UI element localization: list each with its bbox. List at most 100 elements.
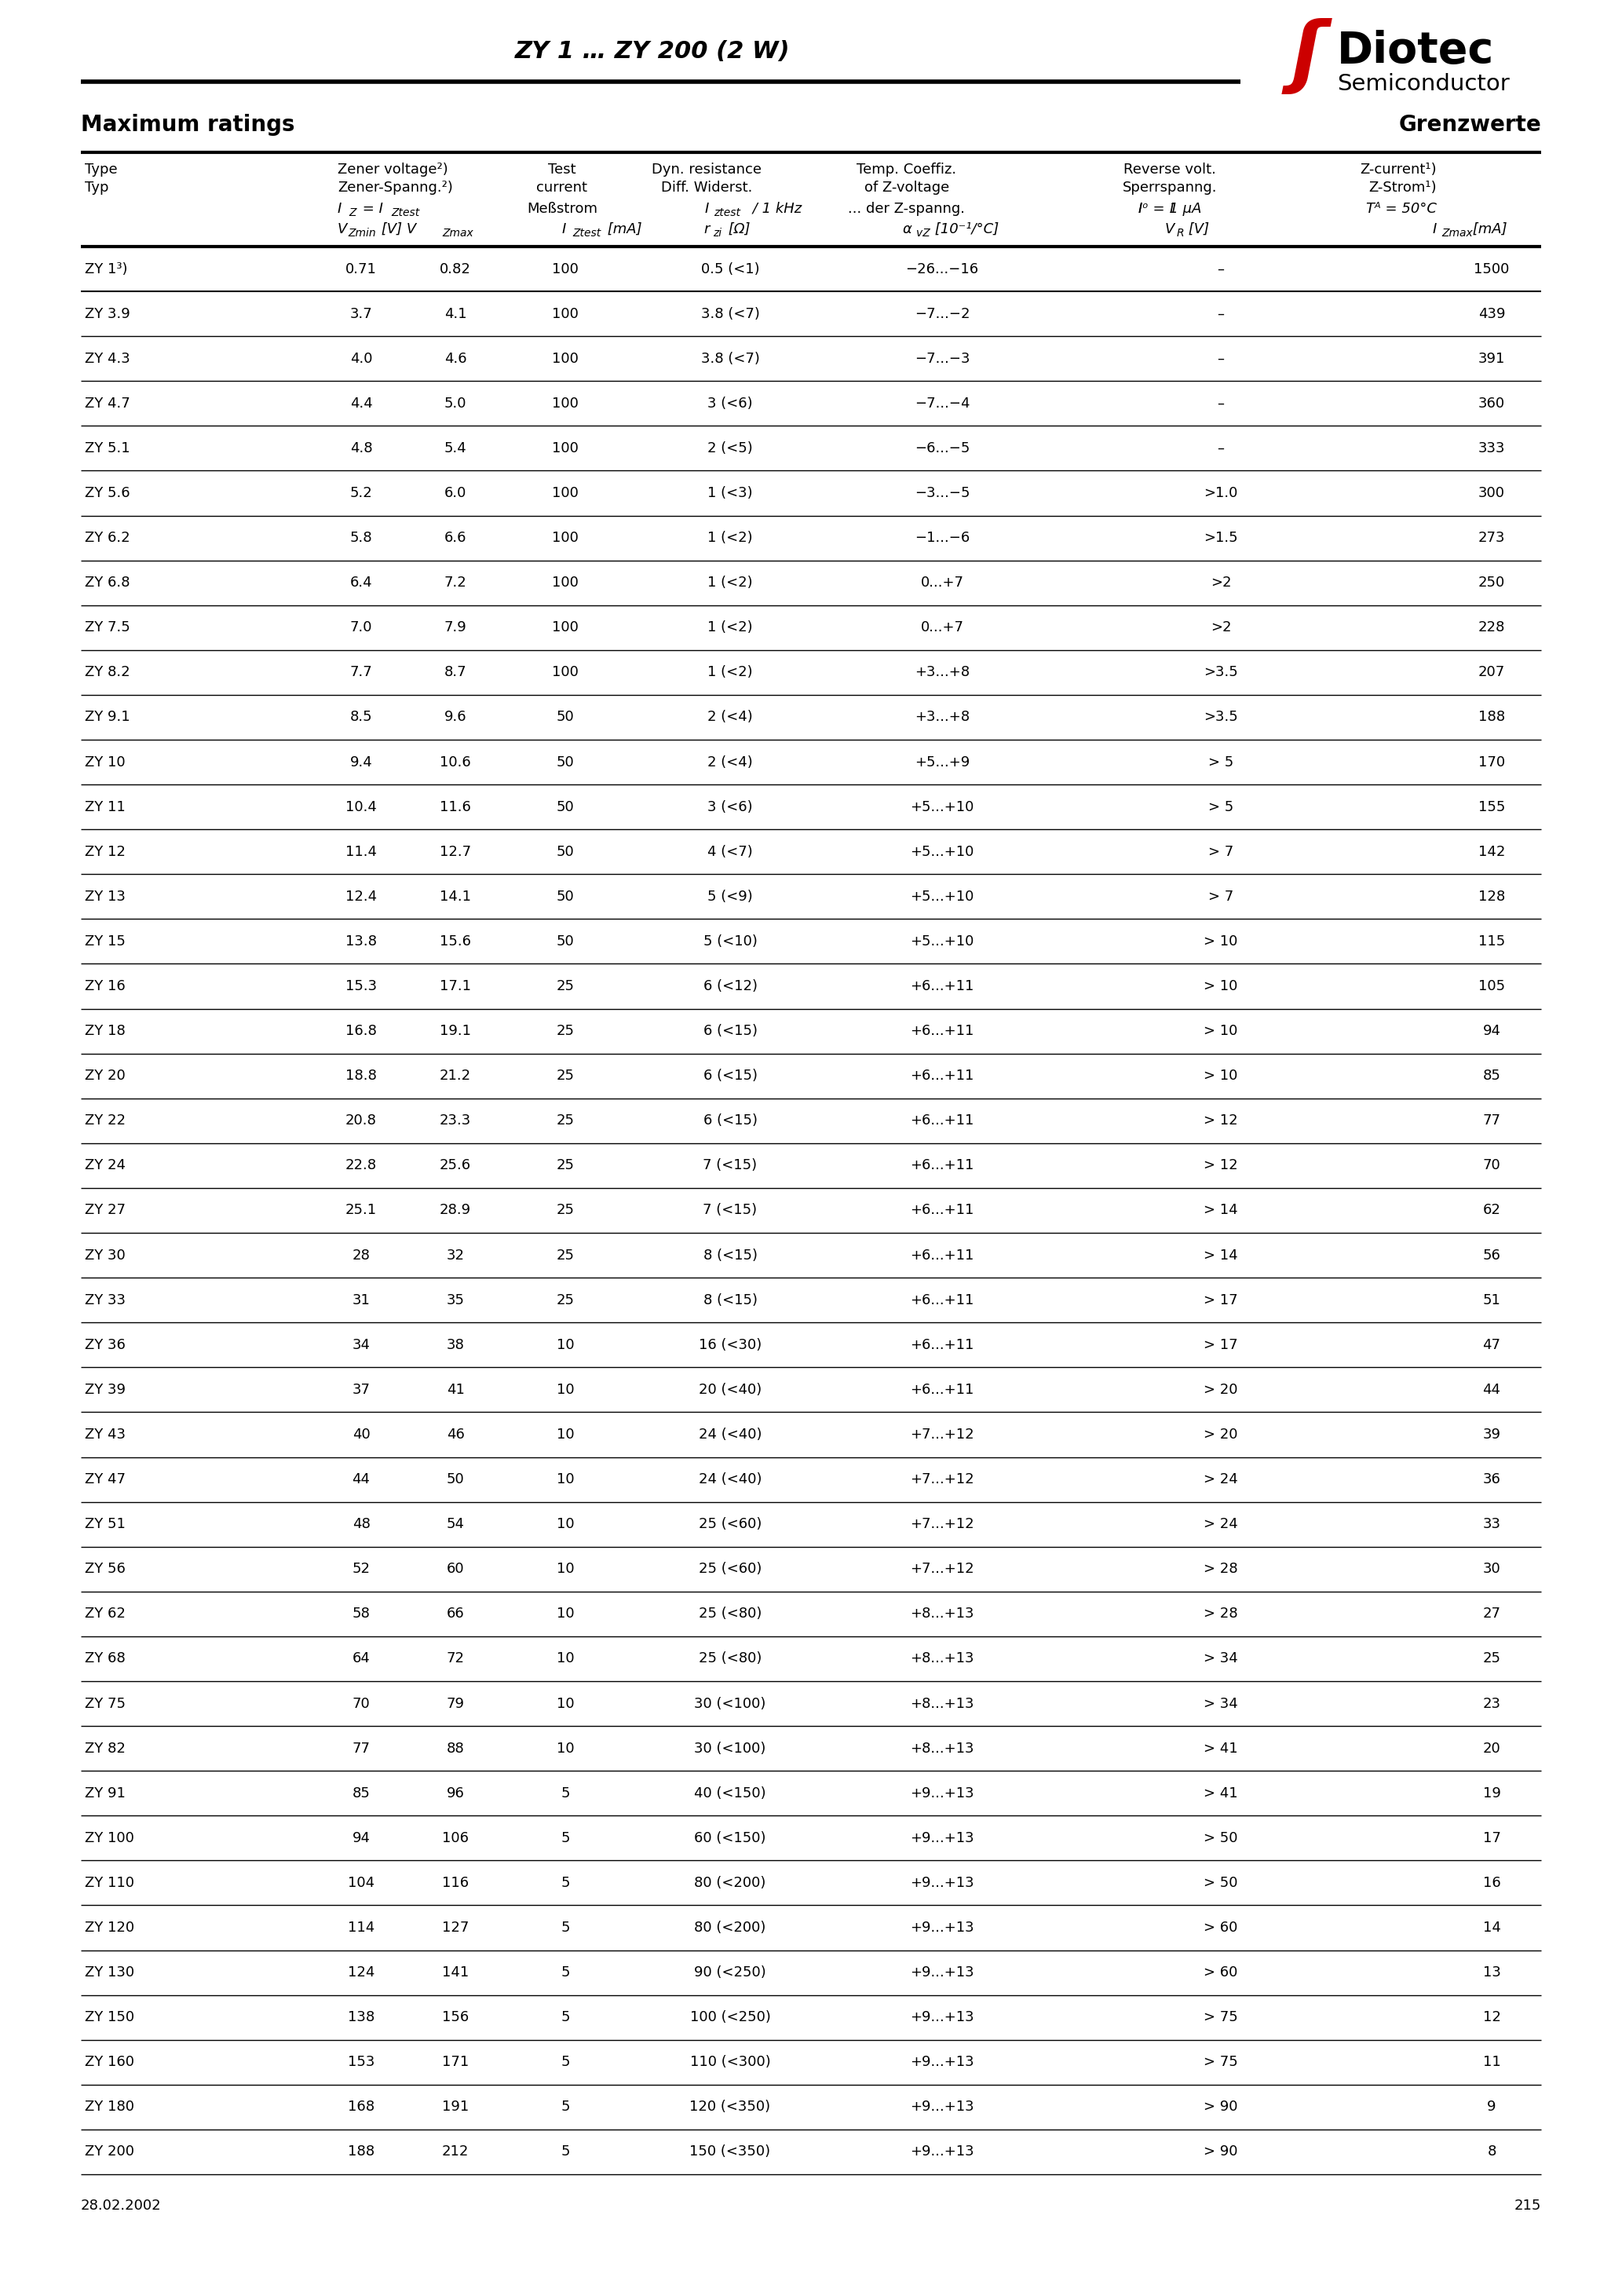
- Text: > 5: > 5: [1208, 755, 1233, 769]
- Text: 40: 40: [352, 1428, 370, 1442]
- Text: 27: 27: [1483, 1607, 1500, 1621]
- Text: 90 (<250): 90 (<250): [694, 1965, 766, 1979]
- Text: Maximum ratings: Maximum ratings: [81, 115, 295, 135]
- Text: 155: 155: [1478, 799, 1505, 815]
- Text: +6...+11: +6...+11: [910, 1382, 975, 1396]
- Text: 77: 77: [352, 1740, 370, 1756]
- Text: Ztest: Ztest: [391, 207, 420, 218]
- Text: 12: 12: [1483, 2011, 1500, 2025]
- Text: 116: 116: [441, 1876, 469, 1890]
- Text: 10: 10: [556, 1382, 574, 1396]
- Text: 5: 5: [561, 1830, 569, 1846]
- Text: 20 (<40): 20 (<40): [699, 1382, 762, 1396]
- Text: 10.4: 10.4: [345, 799, 376, 815]
- Text: 47: 47: [1483, 1339, 1500, 1352]
- Text: 80 (<200): 80 (<200): [694, 1876, 766, 1890]
- Text: +5...+10: +5...+10: [910, 845, 975, 859]
- Text: > 24: > 24: [1204, 1472, 1238, 1486]
- Text: 5: 5: [561, 2101, 569, 2115]
- Text: >3.5: >3.5: [1204, 666, 1238, 680]
- Text: 273: 273: [1478, 530, 1505, 544]
- Text: 33: 33: [1483, 1518, 1500, 1531]
- Text: 212: 212: [441, 2144, 469, 2158]
- Text: > 28: > 28: [1204, 1607, 1238, 1621]
- Text: 23.3: 23.3: [440, 1114, 470, 1127]
- Text: ZY 16: ZY 16: [84, 978, 125, 994]
- Text: 142: 142: [1478, 845, 1505, 859]
- Text: Z-current¹): Z-current¹): [1361, 163, 1437, 177]
- Text: 6 (<12): 6 (<12): [702, 978, 757, 994]
- Text: +7...+12: +7...+12: [910, 1518, 975, 1531]
- Text: 1500: 1500: [1474, 262, 1510, 276]
- Text: 171: 171: [441, 2055, 469, 2069]
- Text: 141: 141: [441, 1965, 469, 1979]
- Text: –: –: [1216, 441, 1225, 455]
- Text: +7...+12: +7...+12: [910, 1561, 975, 1575]
- Text: −7...−4: −7...−4: [915, 397, 970, 411]
- Text: 5: 5: [561, 1965, 569, 1979]
- Text: ZY 6.2: ZY 6.2: [84, 530, 130, 544]
- Text: 10: 10: [556, 1651, 574, 1667]
- Text: 100: 100: [551, 530, 579, 544]
- Text: 100: 100: [551, 666, 579, 680]
- Text: 100: 100: [551, 576, 579, 590]
- Text: 156: 156: [441, 2011, 469, 2025]
- Text: 25 (<60): 25 (<60): [699, 1561, 762, 1575]
- Text: 4.1: 4.1: [444, 308, 467, 321]
- Text: +7...+12: +7...+12: [910, 1472, 975, 1486]
- Text: 50: 50: [446, 1472, 464, 1486]
- Text: 23: 23: [1483, 1697, 1500, 1711]
- Text: ZY 36: ZY 36: [84, 1339, 125, 1352]
- Text: 80 (<200): 80 (<200): [694, 1922, 766, 1936]
- Text: ZY 200: ZY 200: [84, 2144, 135, 2158]
- Text: 32: 32: [446, 1249, 464, 1263]
- Text: 170: 170: [1478, 755, 1505, 769]
- Text: Z: Z: [349, 207, 357, 218]
- Text: / 1 kHz: / 1 kHz: [748, 202, 801, 216]
- Text: 48: 48: [352, 1518, 370, 1531]
- Text: 37: 37: [352, 1382, 370, 1396]
- Text: 14: 14: [1483, 1922, 1500, 1936]
- Text: 100: 100: [551, 487, 579, 501]
- Text: 38: 38: [446, 1339, 464, 1352]
- Text: 0.5 (<1): 0.5 (<1): [701, 262, 759, 276]
- Text: 54: 54: [446, 1518, 464, 1531]
- Text: Reverse volt.: Reverse volt.: [1124, 163, 1216, 177]
- Text: –: –: [1216, 351, 1225, 365]
- Text: Iᵒ = 1 μA: Iᵒ = 1 μA: [1139, 202, 1202, 216]
- Text: 79: 79: [446, 1697, 464, 1711]
- Text: ZY 7.5: ZY 7.5: [84, 620, 130, 634]
- Text: I: I: [704, 202, 709, 216]
- Text: Diotec: Diotec: [1337, 30, 1494, 71]
- Text: +3...+8: +3...+8: [915, 666, 970, 680]
- Text: 7.9: 7.9: [444, 620, 467, 634]
- Text: 3 (<6): 3 (<6): [707, 799, 753, 815]
- Text: +9...+13: +9...+13: [910, 2144, 975, 2158]
- Text: 7.2: 7.2: [444, 576, 467, 590]
- Text: zi: zi: [712, 227, 722, 239]
- Text: 44: 44: [1483, 1382, 1500, 1396]
- Text: 20: 20: [1483, 1740, 1500, 1756]
- Text: 94: 94: [352, 1830, 370, 1846]
- Text: 4 (<7): 4 (<7): [707, 845, 753, 859]
- Text: +6...+11: +6...+11: [910, 978, 975, 994]
- Text: 5: 5: [561, 2055, 569, 2069]
- Text: −7...−3: −7...−3: [915, 351, 970, 365]
- Text: I: I: [1139, 202, 1142, 216]
- Text: 9.4: 9.4: [350, 755, 373, 769]
- Text: 110 (<300): 110 (<300): [689, 2055, 770, 2069]
- Text: 60 (<150): 60 (<150): [694, 1830, 766, 1846]
- Text: [V]: [V]: [1184, 223, 1208, 236]
- Text: –: –: [1216, 262, 1225, 276]
- Text: > 17: > 17: [1204, 1293, 1238, 1306]
- Text: +9...+13: +9...+13: [910, 2101, 975, 2115]
- Text: 13: 13: [1483, 1965, 1500, 1979]
- Text: 100: 100: [551, 397, 579, 411]
- Text: Temp. Coeffiz.: Temp. Coeffiz.: [856, 163, 957, 177]
- Text: > 7: > 7: [1208, 889, 1233, 905]
- Text: 35: 35: [446, 1293, 464, 1306]
- Text: +6...+11: +6...+11: [910, 1249, 975, 1263]
- Text: 7.7: 7.7: [350, 666, 373, 680]
- Text: > 7: > 7: [1208, 845, 1233, 859]
- Text: > 50: > 50: [1204, 1876, 1238, 1890]
